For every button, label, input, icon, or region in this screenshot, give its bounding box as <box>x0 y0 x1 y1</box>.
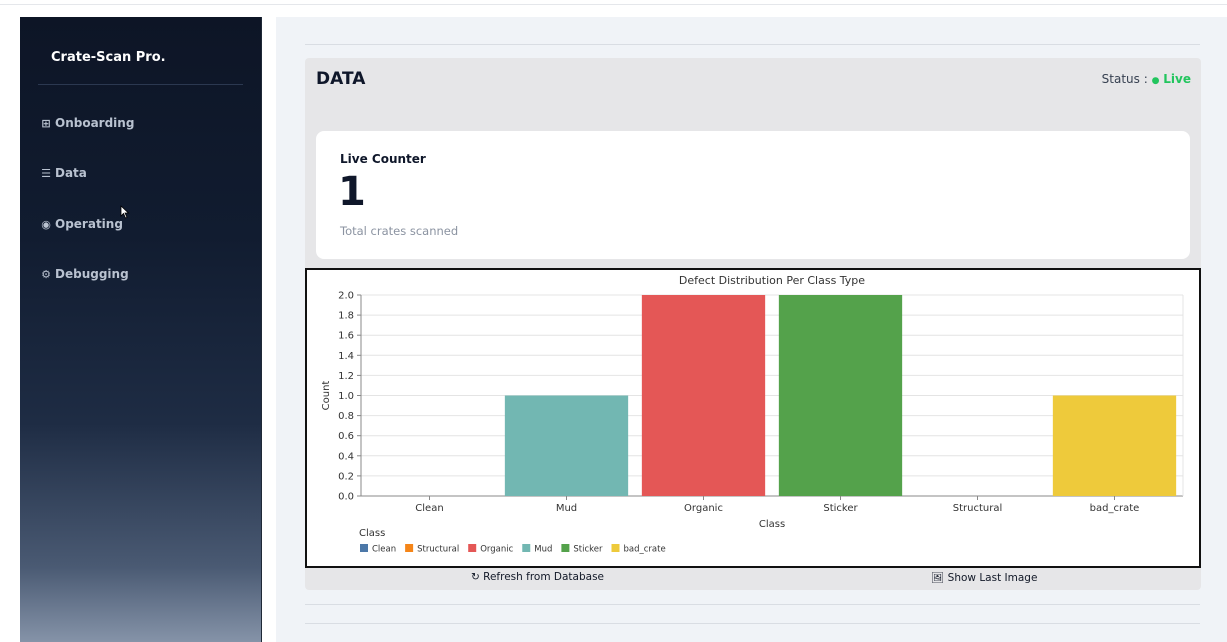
chart-title: Defect Distribution Per Class Type <box>679 274 865 287</box>
counter-value: 1 <box>338 169 366 215</box>
status-value: Live <box>1163 72 1191 86</box>
divider <box>305 604 1200 605</box>
status-dot-icon: ● <box>1151 76 1160 86</box>
bar-organic <box>641 295 766 496</box>
legend-swatch <box>405 544 414 552</box>
y-tick-label: 0.2 <box>338 471 354 482</box>
mouse-cursor-icon <box>120 205 130 219</box>
y-tick-label: 2.0 <box>338 291 354 302</box>
sidebar-item-data[interactable]: ☰ Data <box>40 166 87 180</box>
status-label: Status : <box>1101 72 1152 86</box>
brand-title: Crate-Scan Pro. <box>51 50 166 65</box>
x-tick-label: Clean <box>415 503 443 514</box>
sidebar-item-onboarding[interactable]: ⊞ Onboarding <box>40 116 134 130</box>
sidebar-item-label: Data <box>55 166 87 180</box>
y-tick-label: 0.8 <box>338 411 354 422</box>
legend-swatch <box>468 544 477 552</box>
y-tick-label: 1.2 <box>338 371 354 382</box>
legend-item: Sticker <box>573 545 603 555</box>
legend-swatch <box>522 544 531 552</box>
list-icon: ☰ <box>41 166 51 180</box>
x-tick-label: bad_crate <box>1090 503 1140 514</box>
defect-chart-svg: Defect Distribution Per Class Type 0.0 0.2… <box>321 274 1184 555</box>
legend-swatch <box>611 544 620 552</box>
legend-item: Structural <box>417 545 459 555</box>
gear-icon: ⚙ <box>41 267 51 281</box>
y-tick-label: 0.0 <box>338 492 354 503</box>
grid-icon: ⊞ <box>41 116 51 130</box>
legend-item: Organic <box>480 545 513 555</box>
y-tick-label: 1.6 <box>338 331 354 342</box>
x-tick-label: Sticker <box>823 503 858 514</box>
sidebar-item-label: Onboarding <box>55 116 135 130</box>
y-axis-title: Count <box>321 381 332 411</box>
legend-item: bad_crate <box>624 545 666 555</box>
sidebar-item-label: Debugging <box>55 267 129 281</box>
y-tick-label: 0.4 <box>338 451 354 462</box>
x-tick-label: Organic <box>684 503 723 514</box>
status-indicator: Status : ● Live <box>1102 72 1191 86</box>
y-tick-label: 0.6 <box>338 431 354 442</box>
divider <box>305 623 1200 624</box>
sidebar-item-label: Operating <box>55 217 123 231</box>
counter-label: Live Counter <box>340 152 426 166</box>
legend-swatch <box>360 544 368 552</box>
defect-chart: Defect Distribution Per Class Type 0.0 0.2… <box>305 268 1201 568</box>
data-panel: DATA Status : ● Live Live Counter 1 Tota… <box>305 58 1201 590</box>
brand-divider <box>38 84 243 85</box>
x-tick-label: Mud <box>556 503 577 514</box>
y-tick-label: 1.0 <box>338 391 354 402</box>
legend-item: Mud <box>534 545 552 555</box>
bar-mud <box>504 395 629 496</box>
y-tick-label: 1.8 <box>338 311 354 322</box>
top-divider <box>0 4 1227 5</box>
page-title: DATA <box>316 69 366 89</box>
refresh-button[interactable]: ↻ Refresh from Database <box>471 571 604 583</box>
button-row: ↻ Refresh from Database 🖼 Show Last Imag… <box>305 568 1201 590</box>
legend-swatch <box>561 544 570 552</box>
show-last-image-button[interactable]: 🖼 Show Last Image <box>931 572 1038 584</box>
legend-item: Clean <box>372 545 396 555</box>
x-axis-title: Class <box>759 519 785 530</box>
sidebar-item-debugging[interactable]: ⚙ Debugging <box>40 267 129 281</box>
sidebar: Crate-Scan Pro. ⊞ Onboarding ☰ Data ◉ Op… <box>20 17 262 642</box>
bar-bad-crate <box>1052 395 1177 496</box>
sidebar-item-operating[interactable]: ◉ Operating <box>40 217 123 231</box>
divider <box>305 44 1200 45</box>
bar-sticker <box>778 295 903 496</box>
legend-title: Class <box>359 528 385 539</box>
counter-sublabel: Total crates scanned <box>340 224 459 238</box>
x-tick-label: Structural <box>953 503 1003 514</box>
y-tick-label: 1.4 <box>338 351 354 362</box>
play-circle-icon: ◉ <box>41 217 51 231</box>
main-content: DATA Status : ● Live Live Counter 1 Tota… <box>276 17 1227 642</box>
live-counter-card: Live Counter 1 Total crates scanned <box>316 131 1190 259</box>
